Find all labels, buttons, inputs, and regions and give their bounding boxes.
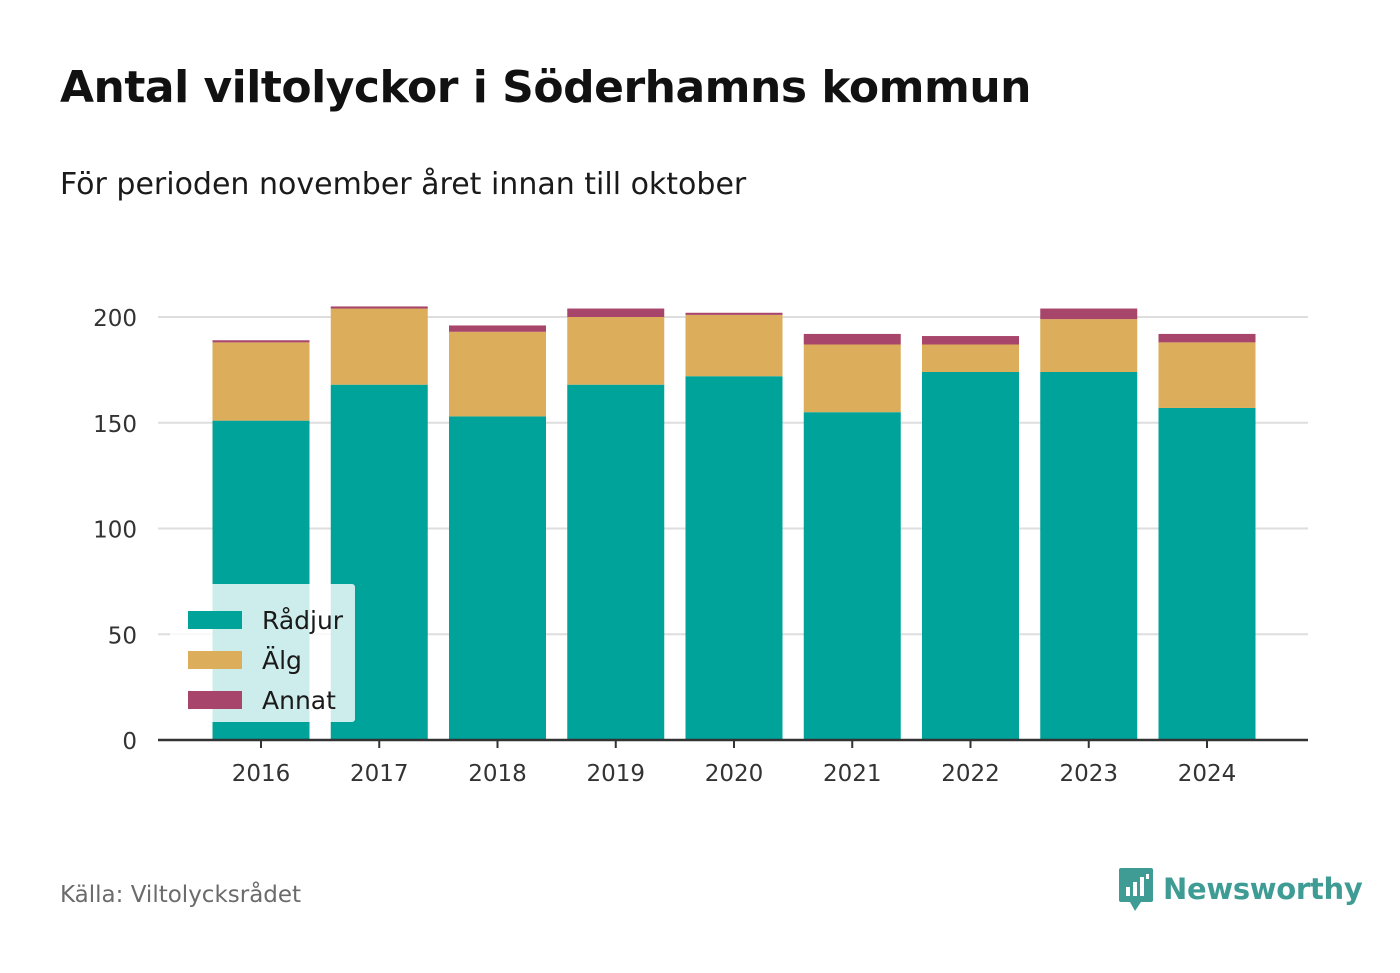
bar-segment-2019-radjur [567, 384, 665, 740]
bar-segment-2019-annat [567, 308, 665, 317]
bar-segment-2023-alg [1040, 319, 1138, 372]
bar-segment-2018-annat [449, 325, 546, 332]
bar-segment-2020-alg [685, 314, 783, 377]
chart-title: Antal viltolyckor i Söderhamns kommun [60, 62, 1031, 113]
bar-segment-2022-radjur [922, 371, 1019, 740]
source-note: Källa: Viltolycksrådet [60, 882, 302, 908]
legend-label: Älg [262, 646, 302, 675]
bar-segment-2023-annat [1040, 308, 1138, 320]
x-tick-label: 2021 [823, 761, 882, 787]
x-axis: 2016 2017 2018 2019 2020 2021 2022 2023 2024 [158, 738, 1308, 787]
bar-segment-2024-annat [1158, 333, 1256, 343]
bar-segment-2019-alg [567, 317, 665, 385]
y-tick-label: 100 [93, 518, 137, 544]
y-tick-label: 150 [93, 412, 137, 438]
bar-segment-2024-radjur [1158, 407, 1256, 740]
x-tick-label: 2023 [1059, 761, 1118, 787]
legend: Rådjur Älg Annat [170, 584, 355, 722]
legend-swatch-alg [188, 651, 242, 669]
x-tick-label: 2020 [705, 761, 764, 787]
legend-label: Annat [262, 686, 336, 715]
legend-swatch-annat [188, 691, 242, 709]
bars [212, 306, 1256, 740]
brand-name: Newsworthy [1163, 872, 1363, 906]
bar-segment-2016-alg [212, 342, 310, 421]
x-tick-label: 2022 [941, 761, 1000, 787]
bar-segment-2018-radjur [449, 416, 546, 740]
x-tick-label: 2017 [350, 761, 409, 787]
bar-segment-2018-alg [449, 331, 546, 417]
bar-segment-2021-radjur [803, 412, 901, 740]
bar-segment-2020-annat [685, 312, 783, 315]
legend-label: Rådjur [262, 606, 344, 635]
bar-segment-2021-annat [803, 333, 901, 345]
chart-subtitle: För perioden november året innan till ok… [60, 167, 747, 202]
y-axis-ticks: 0 50 100 150 200 [93, 306, 137, 755]
y-tick-label: 50 [108, 623, 137, 649]
newsworthy-logo: Newsworthy [1118, 866, 1363, 912]
bar-segment-2022-annat [922, 336, 1019, 345]
x-tick-label: 2016 [232, 761, 291, 787]
bar-segment-2021-alg [803, 344, 901, 413]
bar-segment-2024-alg [1158, 342, 1256, 408]
bar-segment-2023-radjur [1040, 371, 1138, 740]
y-tick-label: 0 [122, 729, 137, 755]
newsworthy-logo-icon [1119, 868, 1153, 911]
x-tick-label: 2024 [1178, 761, 1237, 787]
bar-segment-2017-annat [330, 306, 428, 309]
y-tick-label: 200 [93, 306, 137, 332]
bar-segment-2022-alg [922, 344, 1019, 372]
x-tick-label: 2019 [586, 761, 645, 787]
bar-segment-2020-radjur [685, 376, 783, 740]
legend-swatch-radjur [188, 611, 242, 629]
bar-segment-2017-alg [330, 308, 428, 385]
bar-segment-2016-annat [212, 340, 310, 343]
x-tick-label: 2018 [468, 761, 527, 787]
